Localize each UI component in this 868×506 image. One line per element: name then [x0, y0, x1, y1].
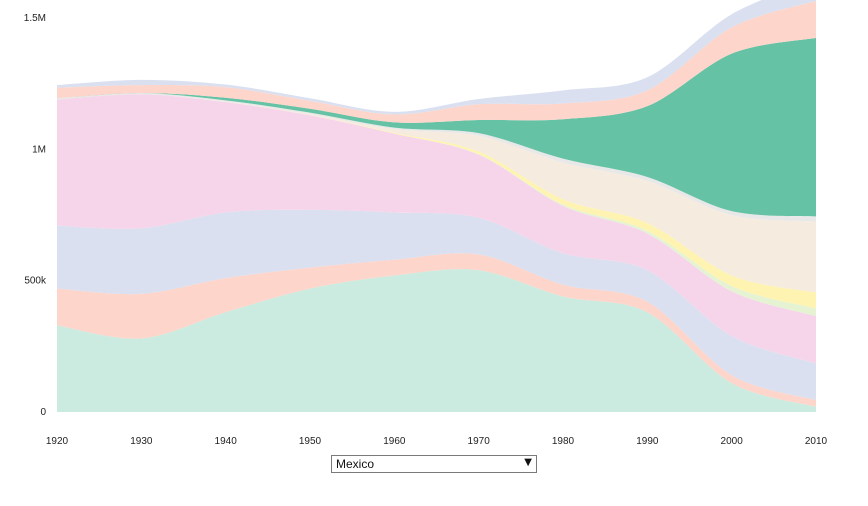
- x-tick-label: 1970: [468, 436, 491, 447]
- x-tick-label: 1950: [299, 436, 322, 447]
- area-layer-1: [57, 269, 816, 412]
- x-tick-label: 1960: [383, 436, 406, 447]
- y-tick-label: 500k: [24, 276, 47, 287]
- x-tick-label: 1990: [636, 436, 659, 447]
- country-select[interactable]: Mexico ▼: [331, 455, 537, 473]
- x-tick-label: 1940: [215, 436, 238, 447]
- x-tick-label: 2000: [721, 436, 744, 447]
- area-layer-3: [57, 209, 816, 401]
- x-tick-label: 1930: [130, 436, 153, 447]
- y-tick-label: 0: [40, 407, 46, 418]
- y-axis: 0 500k 1M 1.5M: [24, 13, 47, 418]
- area-layer-9: [57, 37, 816, 217]
- area-layer-6: [57, 94, 816, 309]
- country-select-value: Mexico: [336, 457, 375, 471]
- area-layer-11: [57, 0, 816, 115]
- x-tick-label: 1920: [46, 436, 69, 447]
- area-layer-4: [57, 94, 816, 364]
- area-layer-7: [57, 94, 816, 293]
- area-layer-5: [57, 94, 816, 317]
- y-tick-label: 1.5M: [24, 13, 46, 24]
- area-layers: [57, 0, 816, 412]
- area-layer-10: [57, 1, 816, 123]
- x-tick-label: 2010: [805, 436, 828, 447]
- x-tick-label: 1980: [552, 436, 575, 447]
- chevron-down-icon: ▼: [524, 457, 532, 468]
- x-axis: 1920 1930 1940 1950 1960 1970 1980 1990 2000 2010: [46, 436, 828, 447]
- y-tick-label: 1M: [32, 144, 46, 155]
- area-layer-2: [57, 253, 816, 407]
